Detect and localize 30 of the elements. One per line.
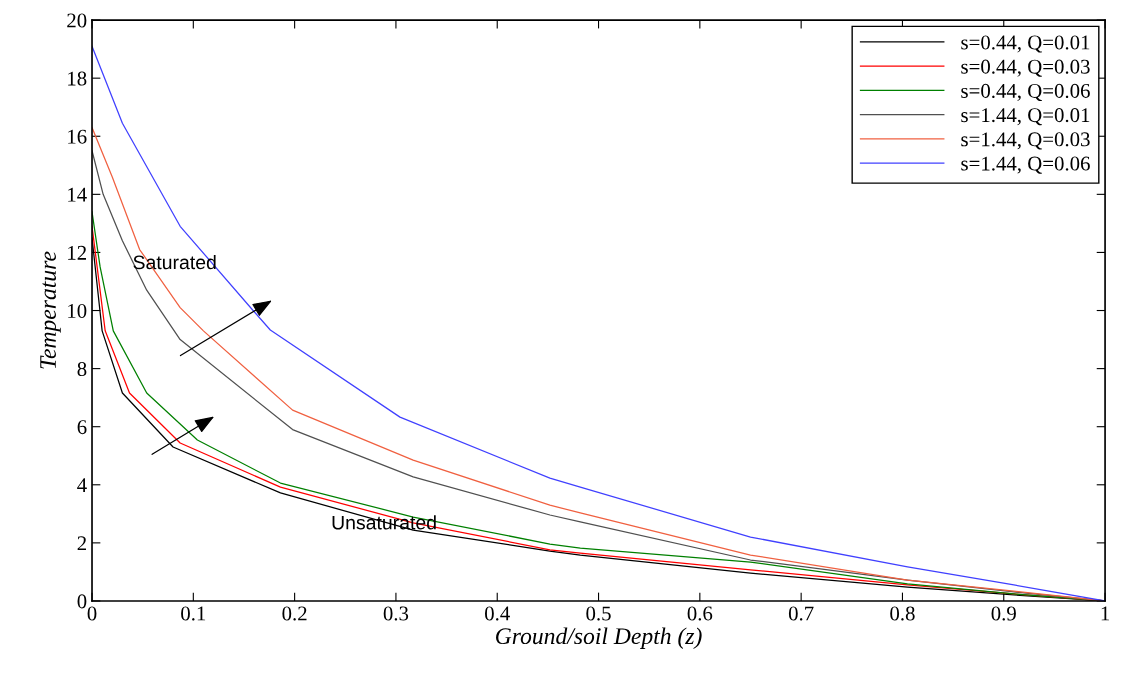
y-tick-label: 16 xyxy=(68,129,87,144)
x-tick-label: 0.1 xyxy=(181,606,206,621)
x-tick-label: 0.6 xyxy=(687,606,713,621)
legend-label: s=1.44, Q=0.01 xyxy=(961,108,1090,126)
y-tick-label: 6 xyxy=(77,420,87,435)
x-tick-label: 0.9 xyxy=(991,606,1016,621)
y-tick-label: 14 xyxy=(68,187,87,202)
y-tick-label: 18 xyxy=(68,71,87,86)
y-axis-title: Temperature xyxy=(40,251,61,369)
x-tick-label: 0.3 xyxy=(383,606,409,621)
legend-label: s=1.44, Q=0.03 xyxy=(961,132,1090,150)
x-tick-label: 0.2 xyxy=(282,606,307,621)
y-tick-label: 4 xyxy=(77,478,87,493)
x-tick-label: 0.7 xyxy=(788,606,814,621)
x-axis-title: Ground/soil Depth (z) xyxy=(496,627,702,649)
legend-label: s=0.44, Q=0.06 xyxy=(961,83,1090,102)
legend-label: s=1.44, Q=0.06 xyxy=(961,156,1090,174)
x-tick-label: 0 xyxy=(87,606,97,621)
y-tick-label: 12 xyxy=(68,245,86,260)
x-tick-label: 1 xyxy=(1101,606,1110,621)
x-tick-label: 0.4 xyxy=(485,606,510,621)
y-tick-label: 20 xyxy=(67,13,87,28)
legend-label: s=0.44, Q=0.03 xyxy=(961,59,1090,77)
y-tick-label: 0 xyxy=(77,594,87,609)
y-tick-label: 2 xyxy=(77,536,86,551)
y-tick-label: 10 xyxy=(68,303,87,318)
legend-label: s=0.44, Q=0.01 xyxy=(961,35,1090,53)
x-tick-label: 0.5 xyxy=(586,606,611,621)
y-tick-label: 8 xyxy=(77,361,87,377)
x-tick-label: 0.8 xyxy=(890,606,915,621)
